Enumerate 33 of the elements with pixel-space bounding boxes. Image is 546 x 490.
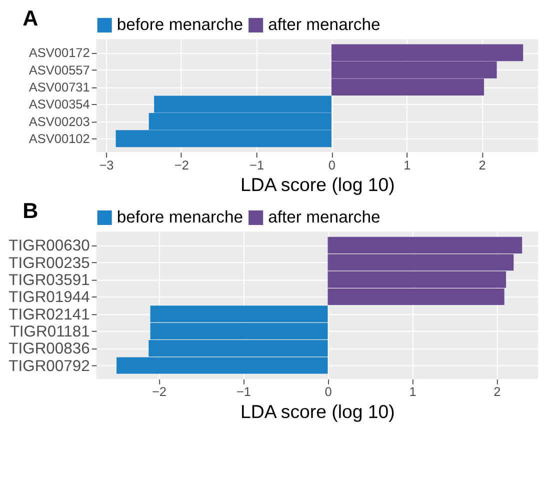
chart-title: A xyxy=(22,5,39,30)
y-tick-label: TIGR00235 xyxy=(8,254,90,272)
y-tick-label: ASV00172 xyxy=(28,45,90,60)
y-tick-label: TIGR01944 xyxy=(8,289,90,306)
y-tick-label: TIGR02141 xyxy=(8,306,90,324)
x-tick-label: 0 xyxy=(324,384,332,400)
x-tick-label: −1 xyxy=(236,384,252,400)
x-axis-title: LDA score (log 10) xyxy=(240,400,395,422)
x-tick-label: 2 xyxy=(478,157,486,172)
y-tick-label: ASV00354 xyxy=(28,96,90,112)
x-axis-title: LDA score (log 10) xyxy=(240,174,395,195)
chart-title: B xyxy=(22,198,38,223)
y-tick-label: TIGR00630 xyxy=(8,238,90,255)
y-tick-label: TIGR01181 xyxy=(10,324,90,341)
y-tick-label: ASV00102 xyxy=(28,131,90,146)
x-tick-label: −2 xyxy=(152,384,167,400)
x-tick-label: 1 xyxy=(409,384,416,400)
legend-label: before menarche xyxy=(116,208,244,227)
x-tick-label: 2 xyxy=(494,384,501,400)
x-tick-label: −2 xyxy=(174,157,189,172)
legend-label: before menarche xyxy=(116,15,244,34)
x-tick-label: 0 xyxy=(328,157,336,172)
y-tick-label: ASV00203 xyxy=(28,114,90,129)
y-tick-label: TIGR00792 xyxy=(8,358,90,375)
x-tick-label: −1 xyxy=(250,157,264,172)
y-tick-label: TIGR03591 xyxy=(8,272,90,289)
y-tick-label: ASV00557 xyxy=(28,62,90,78)
y-tick-label: TIGR00836 xyxy=(8,340,90,358)
y-tick-label: ASV00731 xyxy=(28,80,90,95)
x-tick-label: −3 xyxy=(99,157,114,172)
x-tick-label: 1 xyxy=(404,157,411,172)
legend-label: after menarche xyxy=(268,208,380,227)
legend-label: after menarche xyxy=(268,15,380,34)
